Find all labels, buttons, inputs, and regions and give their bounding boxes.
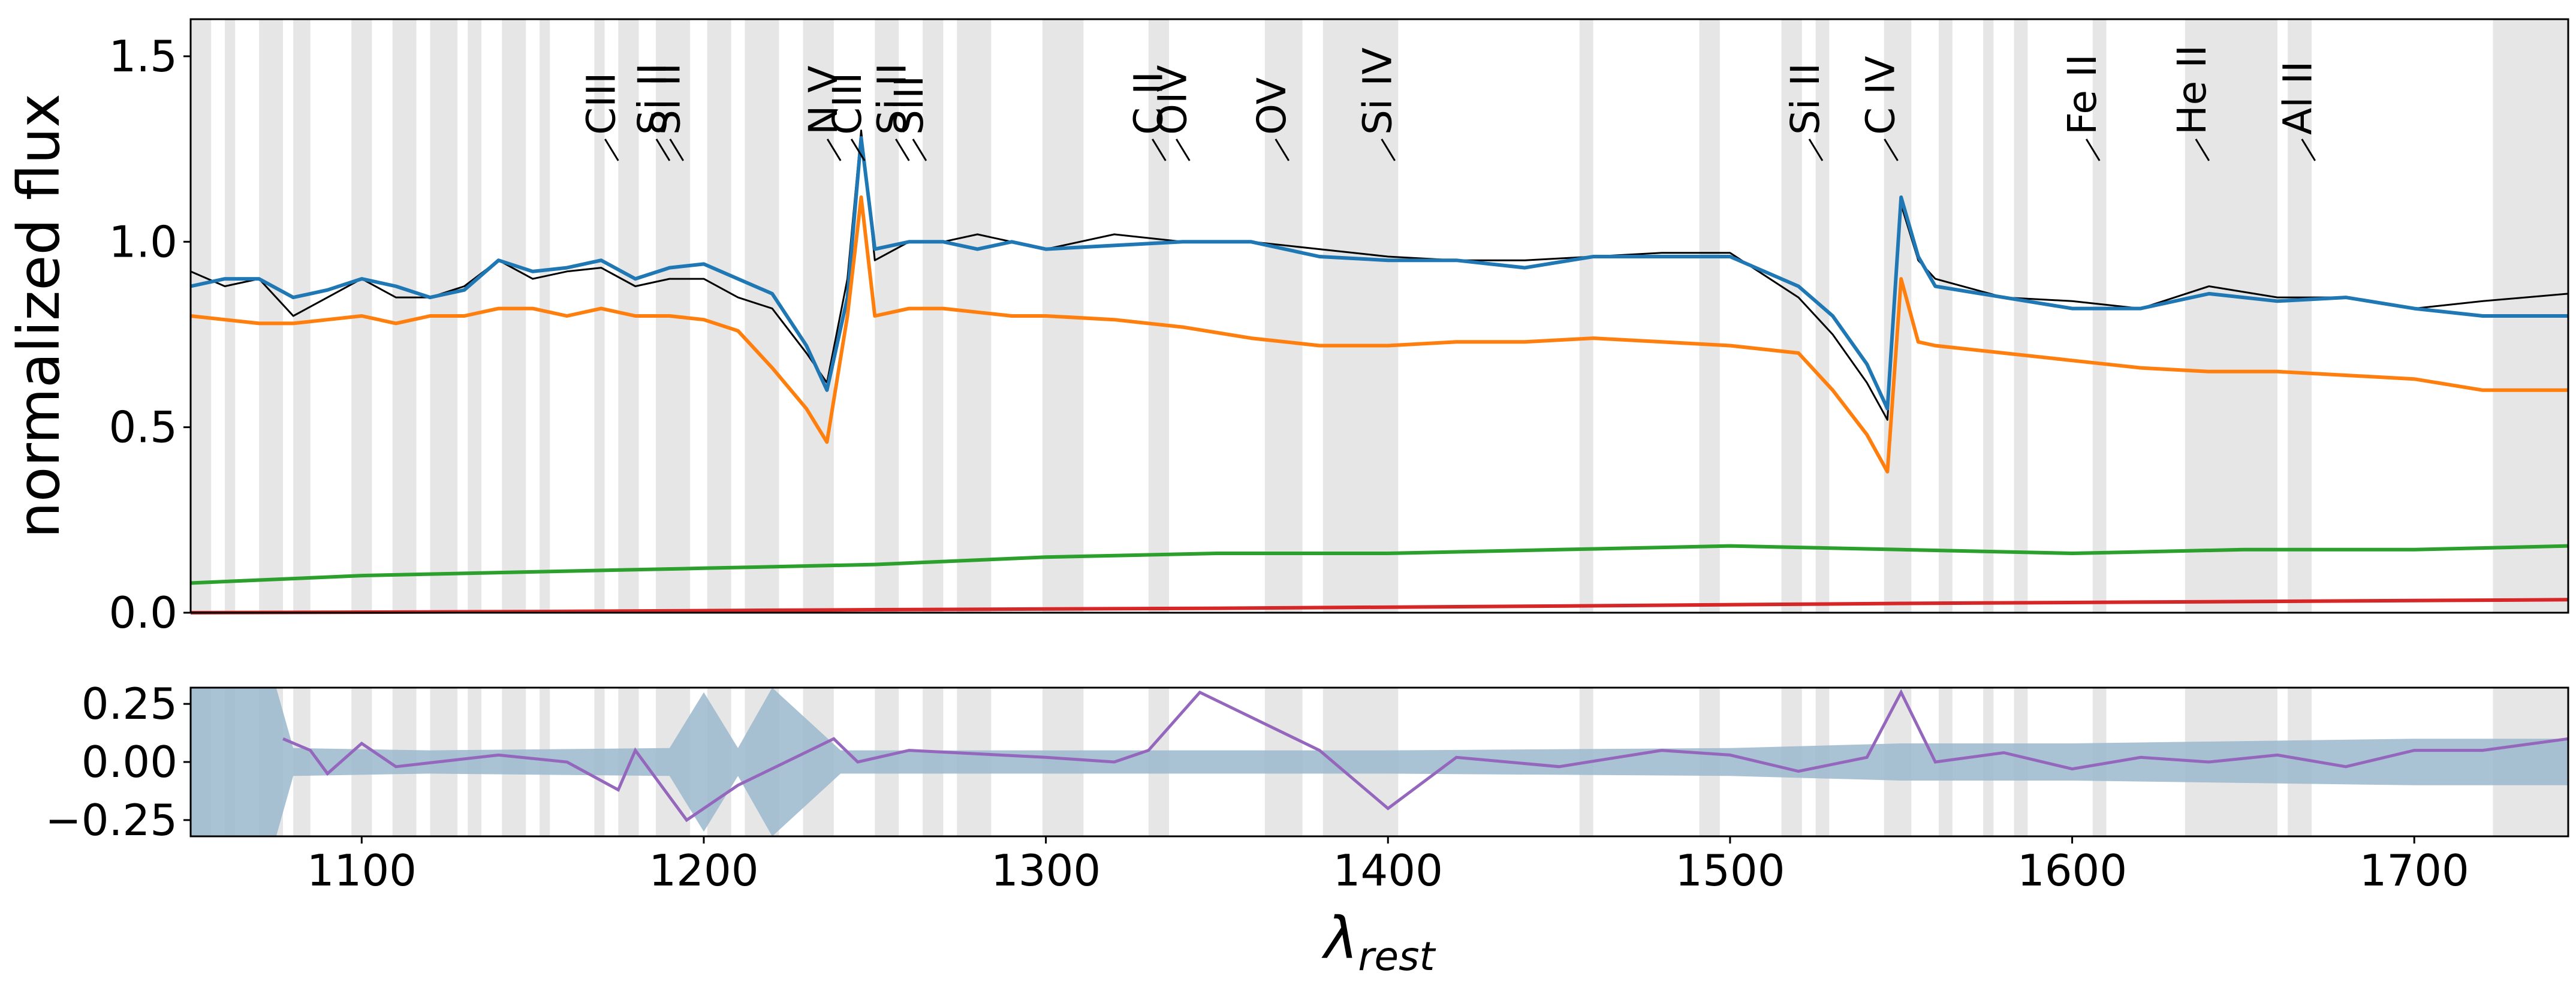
flux-panel-frame bbox=[189, 18, 2569, 614]
line-marker-tick bbox=[2085, 138, 2101, 161]
masked-region bbox=[2288, 19, 2312, 613]
line-marker-label: OIV bbox=[1149, 65, 1195, 135]
y-tick-label: 1.0 bbox=[109, 216, 177, 267]
y-tick-label: 0.0 bbox=[109, 588, 177, 638]
x-tick-label: 1600 bbox=[2017, 845, 2127, 896]
uncertainty-band bbox=[191, 688, 2568, 836]
line-marker-label: Si II bbox=[629, 63, 676, 135]
line-marker-label: He II bbox=[2169, 45, 2215, 135]
y-tick-label: 1.5 bbox=[109, 31, 177, 82]
line-marker-tick bbox=[2301, 138, 2316, 161]
line-marker-tick bbox=[850, 138, 866, 161]
masked-region bbox=[707, 19, 731, 613]
x-axis-label: λrest bbox=[1321, 905, 1436, 980]
masked-region bbox=[803, 19, 834, 613]
x-tick-label: 1400 bbox=[1333, 845, 1443, 896]
masked-region bbox=[1322, 19, 1399, 613]
masked-region bbox=[293, 19, 311, 613]
masked-region bbox=[2092, 19, 2107, 613]
line-marker-label: Si II bbox=[869, 63, 915, 135]
y-tick-label: 0.00 bbox=[82, 737, 177, 787]
masked-region bbox=[225, 19, 236, 613]
masked-region bbox=[259, 19, 284, 613]
line-marker-tick bbox=[655, 138, 671, 161]
line-marker-label: CIII bbox=[824, 73, 870, 135]
residual-line bbox=[282, 689, 2569, 823]
x-tick-label: 1200 bbox=[649, 845, 758, 896]
masked-region bbox=[1264, 19, 1303, 613]
masked-region bbox=[1699, 19, 1720, 613]
masked-region bbox=[1815, 19, 1830, 613]
x-tick-label: 1300 bbox=[991, 845, 1101, 896]
line-marker-tick bbox=[895, 138, 910, 161]
x-axis-label-subscript: rest bbox=[1358, 933, 1436, 980]
masked-region bbox=[957, 19, 992, 613]
line-marker-label: Al II bbox=[2275, 61, 2321, 135]
line-marker-tick bbox=[604, 138, 619, 161]
masked-region bbox=[2185, 19, 2277, 613]
line-marker-tick bbox=[1275, 138, 1290, 161]
masked-region bbox=[923, 19, 944, 613]
x-tick-label: 1500 bbox=[1675, 845, 1785, 896]
line-marker-tick bbox=[1884, 138, 1899, 161]
y-axis-label: normalized flux bbox=[5, 94, 73, 538]
masked-region bbox=[1983, 19, 1994, 613]
line-marker-tick bbox=[2195, 138, 2210, 161]
line-marker-label: CIII bbox=[578, 73, 624, 135]
line-marker-label: OV bbox=[1249, 77, 1295, 135]
line-marker-label: N V bbox=[800, 66, 846, 135]
x-tick-label: 1700 bbox=[2360, 845, 2469, 896]
x-axis-label-symbol: λ bbox=[1321, 905, 1358, 972]
x-tick-label: 1100 bbox=[307, 845, 417, 896]
model-green-line bbox=[190, 544, 2569, 585]
masked-region bbox=[1781, 19, 1802, 613]
residual-panel: 0.25 0.00 −0.25 1100 1200 1300 1400 1500 1600 17… bbox=[45, 679, 2569, 980]
line-marker-label: C IV bbox=[1858, 56, 1904, 135]
model-red-line bbox=[190, 598, 2569, 615]
line-marker-label: Si II bbox=[1782, 63, 1828, 135]
masked-region bbox=[392, 19, 417, 613]
line-marker-tick bbox=[1152, 138, 1167, 161]
masked-region bbox=[1579, 19, 1593, 613]
line-marker-label: SiII bbox=[886, 76, 932, 135]
y-tick-label: −0.25 bbox=[45, 795, 177, 845]
masked-region bbox=[2014, 19, 2028, 613]
line-marker-label: C II bbox=[1125, 71, 1171, 135]
line-marker-tick bbox=[912, 138, 927, 161]
line-marker-tick bbox=[1381, 138, 1396, 161]
model-blue-line bbox=[190, 136, 2568, 411]
line-marker-tick bbox=[1808, 138, 1824, 161]
line-marker-tick bbox=[669, 138, 685, 161]
line-marker-label: Si II bbox=[643, 63, 689, 135]
masked-region bbox=[594, 19, 605, 613]
line-marker-label: Si IV bbox=[1355, 47, 1401, 135]
masked-region bbox=[745, 19, 779, 613]
y-tick-label: 0.5 bbox=[109, 402, 177, 453]
model-orange-line bbox=[190, 195, 2568, 474]
line-marker-label: Fe II bbox=[2059, 54, 2105, 135]
masked-region bbox=[502, 19, 526, 613]
masked-region bbox=[540, 19, 550, 613]
masked-region bbox=[1939, 19, 1953, 613]
masked-region bbox=[468, 19, 482, 613]
line-marker-tick bbox=[826, 138, 842, 161]
line-marker-tick bbox=[1176, 138, 1191, 161]
masked-region bbox=[1148, 19, 1170, 613]
y-tick-label: 0.25 bbox=[82, 679, 177, 729]
